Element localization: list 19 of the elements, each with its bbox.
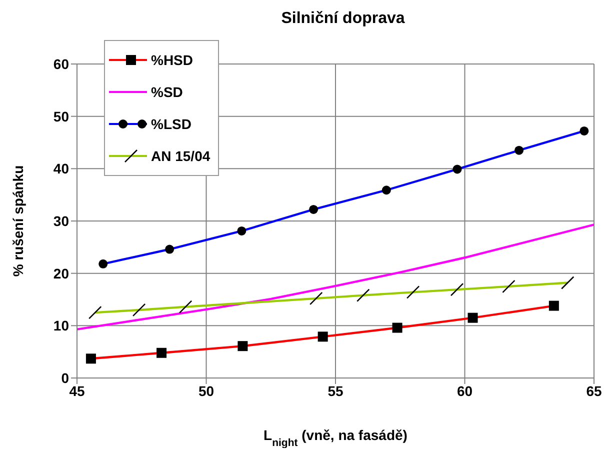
y-tick-label: 60 bbox=[53, 56, 70, 72]
legend-label: AN 15/04 bbox=[151, 148, 210, 164]
y-axis-title: % rušení spánku bbox=[10, 165, 26, 277]
x-tick-label: 60 bbox=[456, 382, 473, 399]
x-tick-label: 55 bbox=[328, 382, 344, 399]
y-tick-label: 30 bbox=[53, 212, 70, 229]
legend-label: %LSD bbox=[151, 116, 192, 132]
chart-title: Silniční doprava bbox=[280, 10, 406, 28]
legend-label: %HSD bbox=[151, 52, 194, 68]
x-tick-label: 65 bbox=[586, 382, 602, 399]
x-tick-label: 45 bbox=[69, 382, 85, 399]
x-axis-title: L$_{night}$ (vně, na fasádě) bbox=[264, 427, 408, 449]
x-tick-label: 50 bbox=[198, 382, 214, 399]
y-tick-label: 40 bbox=[53, 160, 70, 177]
y-tick-label: 50 bbox=[53, 108, 70, 124]
y-tick-label: 20 bbox=[53, 265, 70, 282]
legend-label: %SD bbox=[151, 84, 183, 100]
y-tick-label: 0 bbox=[61, 370, 70, 386]
y-tick-label: 10 bbox=[53, 318, 70, 334]
